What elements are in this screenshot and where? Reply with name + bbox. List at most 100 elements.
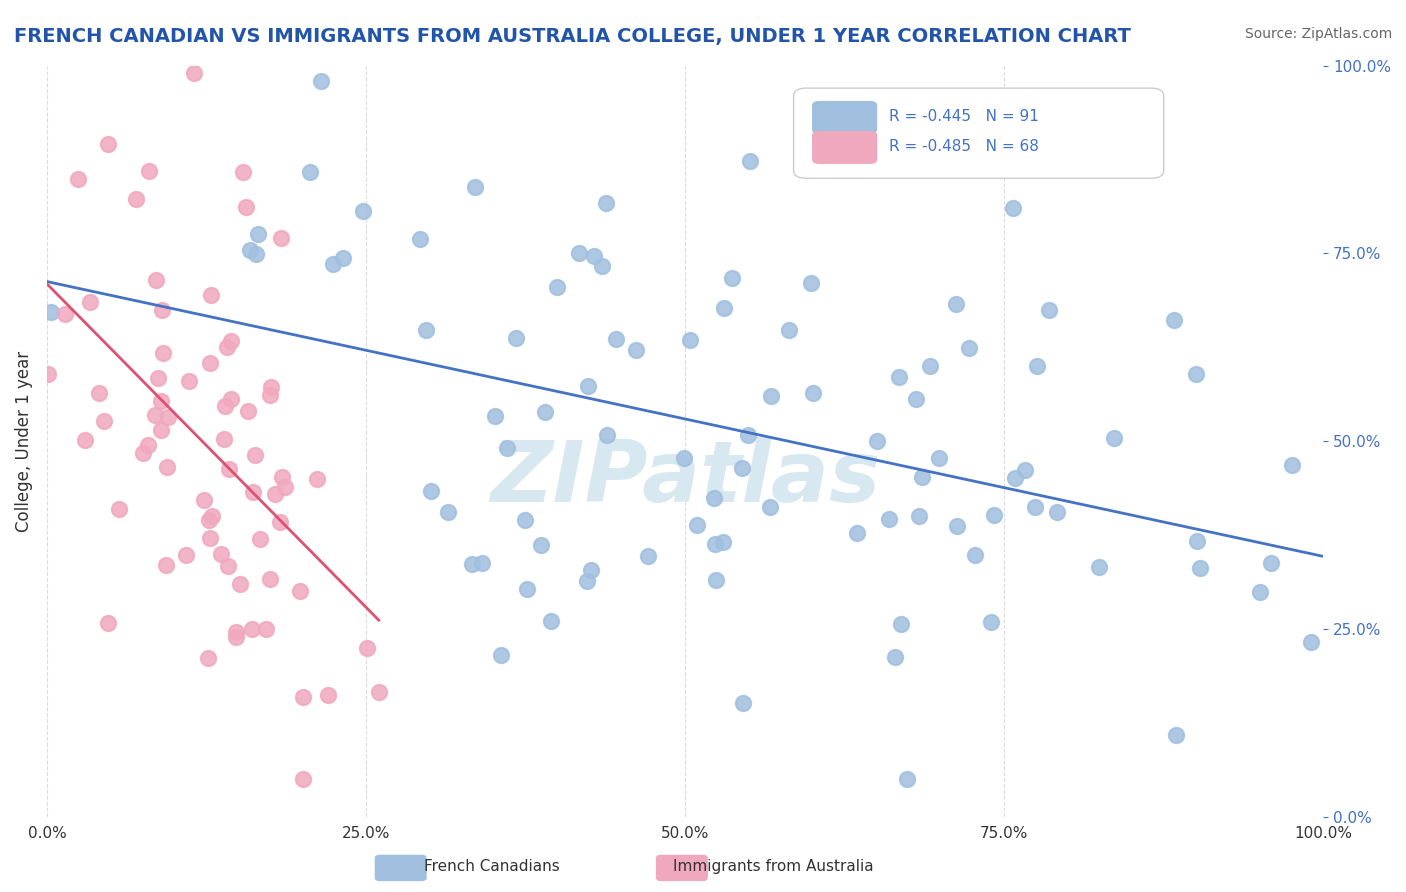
Point — [150, 394, 173, 409]
Point — [240, 622, 263, 636]
Point — [471, 556, 494, 570]
Point — [259, 572, 281, 586]
Point — [1024, 500, 1046, 514]
Point — [37, 367, 59, 381]
Point — [801, 385, 824, 400]
Point — [778, 323, 800, 337]
Point — [143, 408, 166, 422]
Point — [73, 433, 96, 447]
Text: Source: ZipAtlas.com: Source: ZipAtlas.com — [1244, 27, 1392, 41]
Point — [254, 622, 277, 636]
Point — [200, 356, 222, 370]
Point — [530, 538, 553, 552]
Point — [1163, 313, 1185, 327]
Text: French Canadians: French Canadians — [425, 859, 560, 874]
Point — [800, 277, 823, 291]
Point — [591, 259, 613, 273]
Point — [928, 450, 950, 465]
Point — [367, 684, 389, 698]
Point — [415, 323, 437, 337]
Point — [957, 341, 980, 355]
Point — [200, 287, 222, 301]
Point — [713, 301, 735, 315]
Point — [136, 438, 159, 452]
Point — [1299, 635, 1322, 649]
Point — [146, 370, 169, 384]
Point — [246, 227, 269, 242]
Point — [1025, 359, 1047, 373]
Point — [896, 772, 918, 786]
Point — [263, 487, 285, 501]
Point — [93, 414, 115, 428]
Point — [983, 508, 1005, 522]
Point — [149, 423, 172, 437]
Point — [150, 303, 173, 318]
Point — [533, 404, 555, 418]
Point — [273, 480, 295, 494]
Point — [242, 485, 264, 500]
Point — [305, 472, 328, 486]
Point — [183, 66, 205, 80]
Point — [292, 772, 315, 786]
Point — [179, 375, 201, 389]
Point — [576, 574, 599, 589]
Point — [883, 650, 905, 665]
FancyBboxPatch shape — [375, 855, 426, 880]
Point — [1087, 560, 1109, 574]
Point — [239, 243, 262, 257]
Point — [890, 616, 912, 631]
Point — [269, 515, 291, 529]
Point — [201, 508, 224, 523]
Point — [877, 512, 900, 526]
Point — [270, 469, 292, 483]
Point — [215, 340, 238, 354]
Point — [720, 271, 742, 285]
Point — [209, 547, 232, 561]
Point — [866, 434, 889, 448]
Point — [711, 534, 734, 549]
Point — [236, 404, 259, 418]
Point — [489, 648, 512, 662]
Point — [1102, 431, 1125, 445]
Y-axis label: College, Under 1 year: College, Under 1 year — [15, 351, 32, 532]
Point — [259, 388, 281, 402]
Point — [332, 251, 354, 265]
Point — [79, 295, 101, 310]
Point — [759, 389, 782, 403]
Point — [1166, 729, 1188, 743]
Point — [214, 399, 236, 413]
Point — [356, 640, 378, 655]
Point — [212, 432, 235, 446]
Point — [152, 346, 174, 360]
Text: R = -0.485   N = 68: R = -0.485 N = 68 — [890, 139, 1039, 154]
Point — [198, 531, 221, 545]
Text: Immigrants from Australia: Immigrants from Australia — [673, 859, 873, 874]
Point — [624, 343, 647, 357]
Point — [125, 193, 148, 207]
Point — [290, 583, 312, 598]
Point — [496, 441, 519, 455]
Point — [225, 625, 247, 640]
Point — [673, 451, 696, 466]
Point — [155, 558, 177, 572]
Point — [1187, 534, 1209, 549]
Point — [229, 577, 252, 591]
Point — [245, 247, 267, 261]
Point — [980, 615, 1002, 630]
Point — [218, 462, 240, 476]
Point — [737, 428, 759, 442]
Point — [225, 630, 247, 644]
Point — [889, 370, 911, 384]
FancyBboxPatch shape — [793, 88, 1164, 178]
Point — [219, 334, 242, 348]
Point — [686, 518, 709, 533]
Point — [39, 305, 62, 319]
Point — [464, 179, 486, 194]
Point — [259, 380, 281, 394]
Point — [97, 136, 120, 151]
Point — [484, 409, 506, 423]
Point — [108, 502, 131, 516]
Point — [704, 574, 727, 588]
Point — [582, 248, 605, 262]
Point — [513, 513, 536, 527]
